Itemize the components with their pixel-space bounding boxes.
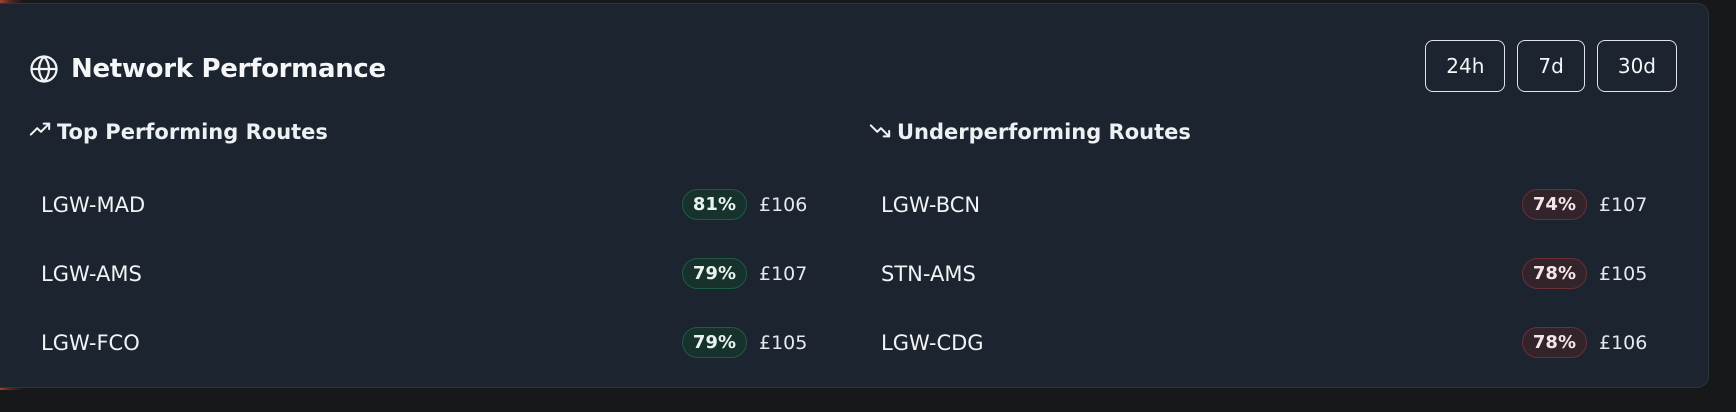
route-row[interactable]: LGW-MAD 81% £106 (29, 170, 823, 239)
range-7d-button[interactable]: 7d (1517, 40, 1585, 92)
trending-up-icon (29, 119, 57, 146)
route-code: LGW-FCO (41, 330, 140, 355)
route-code: LGW-CDG (881, 330, 984, 355)
route-price: £107 (1599, 193, 1648, 216)
route-row[interactable]: LGW-FCO 79% £105 (29, 308, 823, 377)
route-row[interactable]: STN-AMS 78% £105 (869, 239, 1663, 308)
performance-badge: 74% (1521, 189, 1587, 220)
top-performing-heading: Top Performing Routes (29, 118, 823, 146)
route-code: LGW-BCN (881, 192, 981, 217)
route-price: £106 (759, 193, 808, 216)
route-price: £105 (759, 331, 808, 354)
network-performance-card: Network Performance 24h 7d 30d Top Perfo… (0, 3, 1709, 388)
route-row[interactable]: LGW-CDG 78% £106 (869, 308, 1663, 377)
card-title: Network Performance (71, 54, 386, 84)
performance-badge: 79% (681, 327, 747, 358)
route-row[interactable]: LGW-BCN 74% £107 (869, 170, 1663, 239)
route-price: £107 (759, 262, 808, 285)
performance-badge: 78% (1521, 327, 1587, 358)
top-performing-section: Top Performing Routes LGW-MAD 81% £106 L… (29, 118, 823, 377)
route-code: LGW-AMS (41, 261, 142, 286)
route-code: STN-AMS (881, 261, 976, 286)
under-route-list: LGW-BCN 74% £107 STN-AMS 78% £105 LGW-CD… (869, 170, 1663, 377)
range-30d-button[interactable]: 30d (1596, 40, 1677, 92)
underperforming-heading: Underperforming Routes (869, 118, 1663, 146)
globe-icon (29, 54, 59, 84)
route-row[interactable]: LGW-AMS 79% £107 (29, 239, 823, 308)
card-header: Network Performance (29, 54, 386, 84)
time-range-selector: 24h 7d 30d (1425, 40, 1677, 92)
underperforming-section: Underperforming Routes LGW-BCN 74% £107 … (869, 118, 1663, 377)
performance-badge: 81% (681, 189, 747, 220)
performance-badge: 79% (681, 258, 747, 289)
top-route-list: LGW-MAD 81% £106 LGW-AMS 79% £107 LGW-FC… (29, 170, 823, 377)
trending-down-icon (869, 119, 897, 146)
route-code: LGW-MAD (41, 192, 146, 217)
route-price: £105 (1599, 262, 1648, 285)
route-price: £106 (1599, 331, 1648, 354)
range-24h-button[interactable]: 24h (1425, 40, 1506, 92)
underperforming-title: Underperforming Routes (897, 120, 1191, 144)
top-performing-title: Top Performing Routes (57, 120, 328, 144)
performance-badge: 78% (1521, 258, 1587, 289)
